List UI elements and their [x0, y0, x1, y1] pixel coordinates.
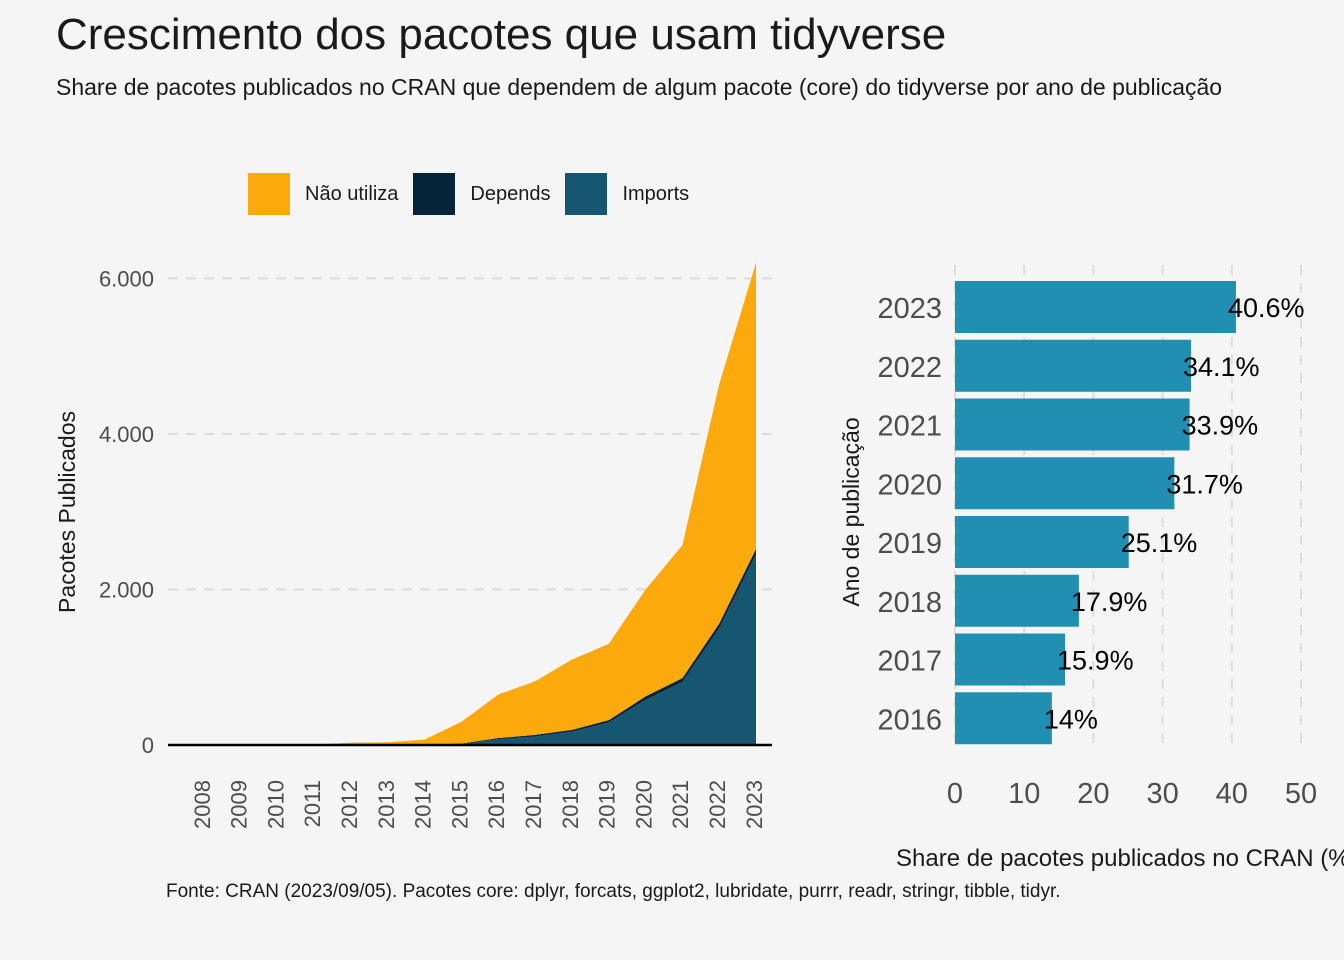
bar-x-tick-label-10: 10 [1008, 778, 1040, 810]
area-x-tick-label-2014: 2014 [411, 780, 436, 829]
bar-y-axis-title: Ano de publicação [838, 417, 864, 606]
area-series-imports [204, 554, 756, 745]
bar-data-label-2023: 40.6% [1228, 293, 1305, 323]
area-x-tick-label-2021: 2021 [668, 780, 693, 829]
bar-data-label-2020: 31.7% [1166, 469, 1243, 499]
bar-x-tick-label-40: 40 [1216, 778, 1248, 810]
bar-y-tick-label-2018: 2018 [877, 587, 942, 619]
legend-label-nao-utiliza: Não utiliza [305, 182, 399, 205]
bar-2021 [955, 398, 1190, 451]
bar-x-tick-label-20: 20 [1077, 778, 1109, 810]
bar-2023 [955, 281, 1236, 333]
bar-x-axis-title: Share de pacotes publicados no CRAN (%) [896, 845, 1344, 872]
area-x-tick-label-2020: 2020 [631, 780, 656, 829]
legend-item-depends: Depends [413, 173, 550, 215]
legend-key-imports [565, 173, 608, 215]
bar-y-tick-label-2023: 2023 [877, 293, 942, 325]
area-series-nao-utiliza [204, 262, 756, 745]
area-x-tick-label-2015: 2015 [447, 780, 472, 829]
bar-2019 [955, 516, 1129, 568]
bar-data-label-2022: 34.1% [1183, 352, 1260, 382]
bar-2016 [955, 692, 1052, 745]
area-x-tick-label-2019: 2019 [595, 780, 620, 829]
area-chart: 0 2.000 4.000 6.000 2008 2009 2010 2011 2012 2013… [54, 262, 772, 829]
area-y-tick-label-2000: 2.000 [99, 577, 154, 602]
area-x-tick-label-2023: 2023 [742, 780, 767, 829]
bar-x-tick-label-50: 50 [1285, 778, 1317, 810]
bar-data-label-2021: 33.9% [1182, 411, 1259, 441]
area-x-tick-label-2011: 2011 [300, 780, 325, 827]
bar-y-tick-label-2020: 2020 [877, 469, 942, 501]
bar-2022 [955, 339, 1191, 392]
area-y-axis-title: Pacotes Publicados [54, 411, 80, 613]
bar-data-label-2019: 25.1% [1121, 528, 1198, 558]
bar-y-tick-label-2017: 2017 [877, 646, 942, 678]
bar-y-tick-label-2019: 2019 [877, 528, 942, 560]
area-x-tick-label-2018: 2018 [558, 780, 583, 829]
bar-data-label-2018: 17.9% [1071, 587, 1148, 617]
bar-y-tick-label-2021: 2021 [877, 411, 942, 443]
bar-chart: 40.6% 2023 34.1% 2022 33.9% 2021 31.7% 2020 25.1… [838, 265, 1344, 872]
legend-label-imports: Imports [622, 182, 690, 205]
legend-item-imports: Imports [565, 173, 689, 215]
chart-title: Crescimento dos pacotes que usam tidyver… [56, 10, 947, 59]
area-x-tick-label-2022: 2022 [705, 780, 730, 829]
legend-label-depends: Depends [470, 182, 551, 205]
legend-key-nao-utiliza [248, 173, 290, 215]
bar-x-tick-label-30: 30 [1146, 778, 1178, 810]
chart-caption: Fonte: CRAN (2023/09/05). Pacotes core: … [166, 881, 1061, 902]
area-x-tick-label-2009: 2009 [227, 780, 252, 829]
area-y-tick-label-4000: 4.000 [99, 422, 154, 447]
area-y-tick-label-0: 0 [142, 733, 154, 758]
area-x-tick-label-2013: 2013 [374, 780, 399, 829]
bar-data-label-2017: 15.9% [1057, 646, 1134, 676]
bar-x-tick-label-0: 0 [947, 778, 963, 810]
area-x-tick-label-2016: 2016 [484, 780, 509, 829]
bar-2018 [955, 574, 1079, 627]
bar-y-tick-label-2022: 2022 [877, 352, 942, 384]
area-x-tick-label-2008: 2008 [190, 780, 215, 829]
area-x-tick-label-2010: 2010 [263, 780, 288, 829]
area-x-tick-label-2012: 2012 [337, 780, 362, 829]
bar-2017 [955, 633, 1066, 686]
bar-data-label-2016: 14% [1044, 704, 1098, 734]
area-y-tick-label-6000: 6.000 [99, 266, 154, 291]
bar-y-tick-label-2016: 2016 [877, 704, 942, 736]
chart-subtitle: Share de pacotes publicados no CRAN que … [56, 74, 1223, 100]
legend-key-depends [413, 173, 456, 215]
legend: Não utiliza Depends Imports [248, 173, 704, 215]
legend-item-nao-utiliza: Não utiliza [248, 173, 398, 215]
bar-2020 [955, 457, 1175, 510]
area-x-tick-label-2017: 2017 [521, 780, 546, 829]
